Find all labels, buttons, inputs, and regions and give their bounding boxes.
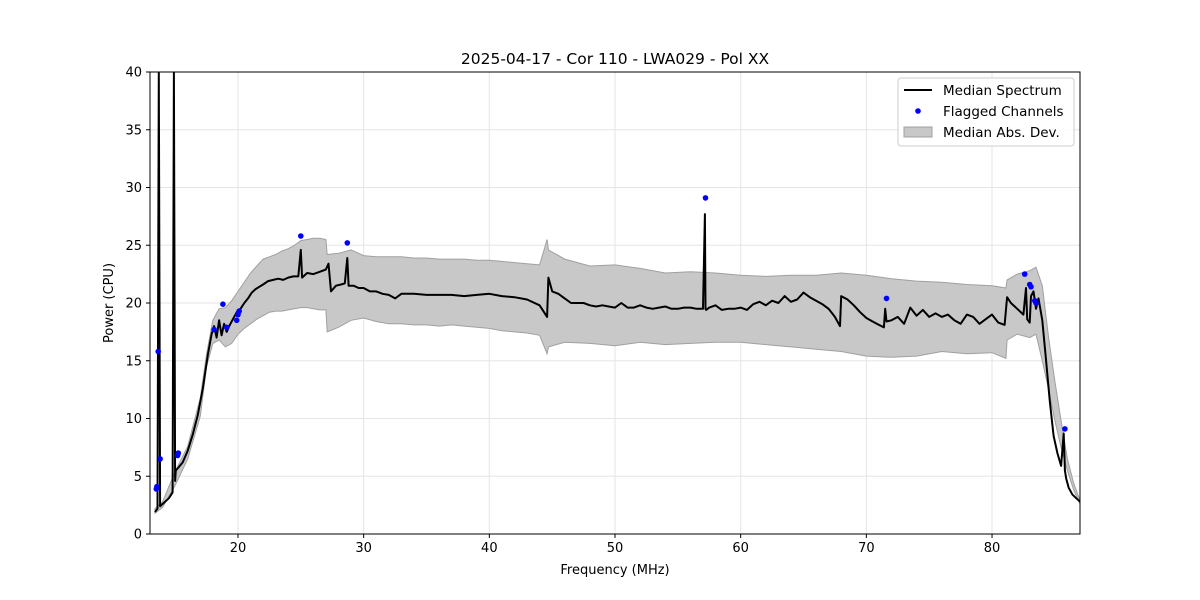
y-tick-label-4: 20	[125, 297, 142, 312]
mad-band	[154, 237, 1080, 515]
flagged-point	[1062, 426, 1068, 432]
x-tick-label-4: 60	[732, 541, 749, 556]
flagged-points	[153, 195, 1068, 492]
legend-flagged-swatch	[915, 108, 921, 114]
flagged-point	[344, 240, 351, 246]
flagged-point	[883, 295, 890, 302]
y-axis-label: Power (CPU)	[102, 263, 117, 343]
y-tick-label-2: 10	[125, 412, 142, 427]
x-tick-label-6: 80	[984, 541, 1001, 556]
flagged-point	[1021, 271, 1028, 277]
flagged-point	[223, 324, 230, 331]
flagged-point	[233, 317, 240, 324]
median-spectrum-line	[154, 72, 1080, 513]
y-tick-label-6: 30	[125, 181, 142, 196]
flagged-point	[220, 301, 226, 308]
flagged-point	[175, 450, 182, 456]
x-axis-label: Frequency (MHz)	[560, 563, 669, 578]
legend: Median Spectrum Flagged Channels Median …	[897, 77, 1075, 147]
y-tick-label-8: 40	[125, 66, 142, 81]
flagged-point	[1033, 300, 1039, 306]
legend-median-label: Median Spectrum	[943, 83, 1062, 99]
x-tick-label-1: 30	[355, 541, 372, 556]
flagged-point	[702, 195, 709, 201]
x-tick-label-2: 40	[481, 541, 498, 556]
flagged-point	[1028, 284, 1034, 290]
legend-flagged-label: Flagged Channels	[943, 104, 1064, 120]
flagged-point	[154, 483, 160, 490]
y-tick-label-5: 25	[125, 239, 142, 254]
x-tick-label-0: 20	[230, 541, 247, 556]
chart-title: 2025-04-17 - Cor 110 - LWA029 - Pol XX	[461, 50, 770, 68]
flagged-point	[236, 308, 242, 314]
y-tick-label-0: 0	[134, 528, 142, 543]
x-tick-label-3: 50	[607, 541, 624, 556]
x-axis-ticks: 20 30 40 50 60 70 80	[230, 534, 1001, 556]
flagged-point	[298, 233, 304, 239]
legend-mad-label: Median Abs. Dev.	[943, 125, 1060, 141]
y-tick-label-7: 35	[125, 123, 142, 138]
y-tick-label-1: 5	[134, 470, 142, 485]
flagged-point	[211, 326, 217, 333]
plot-area	[153, 72, 1080, 515]
flagged-point	[157, 456, 163, 462]
y-tick-label-3: 15	[125, 354, 142, 369]
y-axis-ticks: 0 5 10 15 20 25 30 35 40	[125, 66, 150, 543]
legend-box	[897, 77, 1075, 147]
flagged-point	[155, 348, 161, 355]
legend-mad-swatch	[903, 126, 933, 138]
x-tick-label-5: 70	[858, 541, 875, 556]
